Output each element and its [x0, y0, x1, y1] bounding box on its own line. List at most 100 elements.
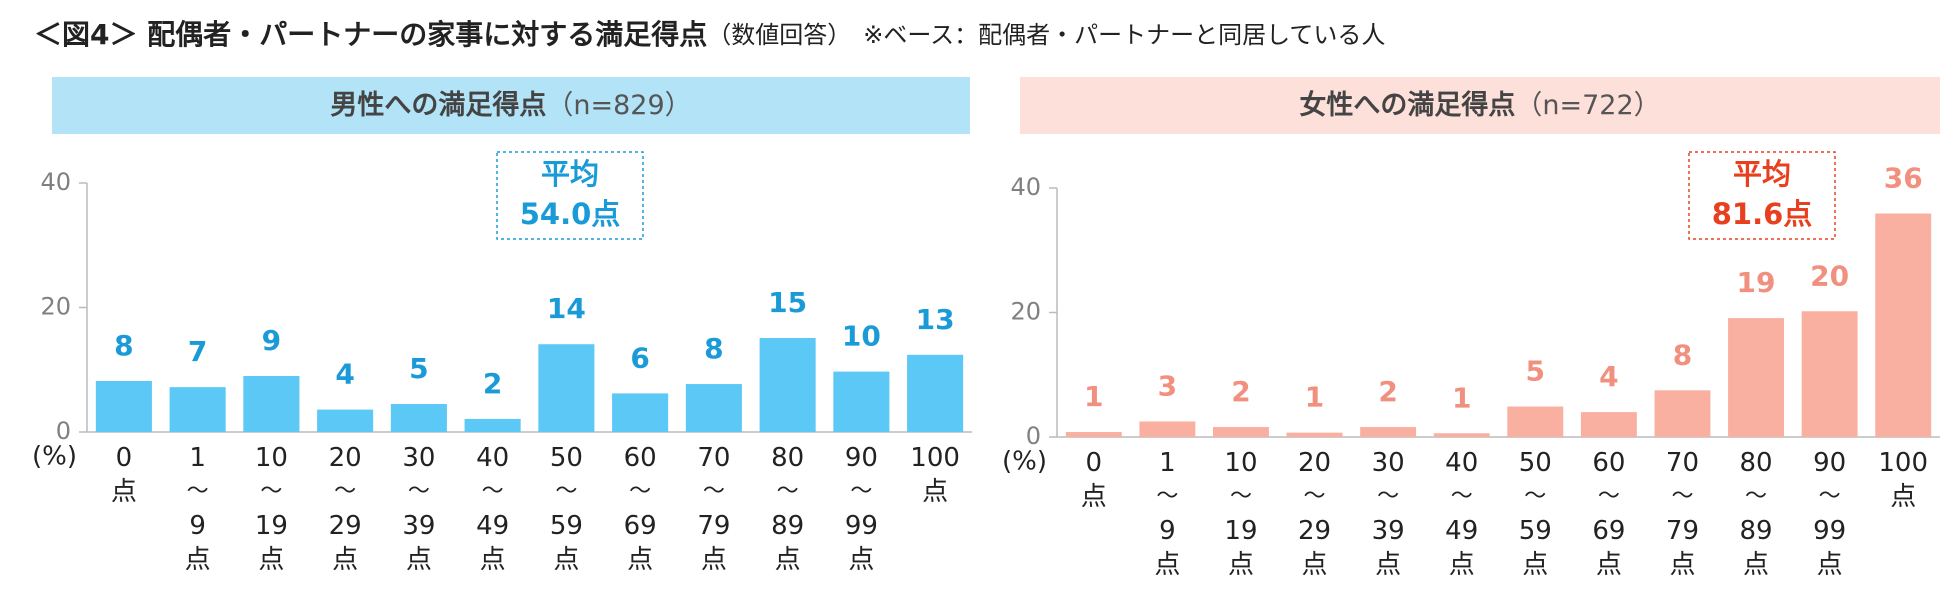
x-tick-label-line: ～ [1745, 484, 1767, 509]
annotation-text: 81.6点 [1712, 197, 1813, 231]
value-label: 19 [1737, 266, 1776, 299]
x-tick-label-line: 59 [550, 511, 583, 541]
value-label: 8 [1673, 338, 1692, 371]
annotation-text: 54.0点 [520, 197, 621, 231]
x-tick-label-line: 99 [845, 511, 878, 541]
x-tick-label-line: 40 [1445, 448, 1478, 478]
x-tick-label-line: 89 [1739, 516, 1772, 546]
x-tick-label-line: 1 [189, 443, 206, 473]
x-tick-label-line: 点 [1375, 550, 1401, 580]
figure-title-main: ＜図4＞ 配偶者・パートナーの家事に対する満足得点 [34, 18, 707, 51]
figure-note: ※ベース：配偶者・パートナーと同居している人 [863, 21, 1385, 49]
bar [1065, 432, 1122, 437]
x-tick-label-line: 59 [1519, 516, 1552, 546]
bar [1139, 421, 1196, 437]
y-unit-label: (%) [1002, 447, 1047, 477]
x-tick-label: 40 ～ 49 点 [476, 443, 509, 575]
bar [1654, 390, 1711, 437]
x-tick-label-line: 80 [771, 443, 804, 473]
x-tick-label-line: ～ [777, 479, 799, 504]
value-label: 5 [409, 352, 428, 385]
x-tick-label-line: 1 [1159, 448, 1176, 478]
x-tick-label: 90 ～ 99 点 [845, 443, 878, 575]
bar [1360, 427, 1417, 437]
x-tick-label-line: ～ [703, 479, 725, 504]
x-tick-label-line: 点 [627, 545, 653, 575]
bar [1507, 406, 1564, 437]
value-label: 10 [842, 320, 881, 353]
x-tick-label-line: 点 [1522, 550, 1548, 580]
y-tick-label: 20 [40, 293, 71, 321]
x-tick-label-line: 100 [910, 443, 960, 473]
x-tick-label-line: 点 [1228, 550, 1254, 580]
bar [907, 354, 964, 432]
x-tick-label-line: 40 [476, 443, 509, 473]
value-label: 5 [1526, 354, 1545, 387]
x-tick-label-line: 点 [1302, 550, 1328, 580]
bar [1433, 433, 1490, 437]
x-tick-label-line: 点 [1890, 482, 1916, 512]
x-tick-label-line: 点 [1817, 550, 1843, 580]
x-tick-label-line: ～ [555, 479, 577, 504]
x-tick-label-line: 100 [1878, 448, 1928, 478]
bar [685, 384, 742, 432]
x-tick-label-line: ～ [1819, 484, 1841, 509]
x-tick-label-line: 90 [1813, 448, 1846, 478]
x-tick-label-line: ～ [1524, 484, 1546, 509]
x-tick-label-line: 29 [329, 511, 362, 541]
value-label: 36 [1884, 162, 1923, 195]
x-tick-label-line: 19 [255, 511, 288, 541]
x-tick-label-line: 点 [111, 477, 137, 507]
panel-header [52, 77, 970, 134]
x-tick-label-line: 点 [922, 477, 948, 507]
x-tick-label-line: 50 [550, 443, 583, 473]
figure-subtitle: （数値回答） [707, 21, 851, 49]
x-tick-label-line: 20 [329, 443, 362, 473]
y-tick-label: 0 [1026, 422, 1041, 450]
bar [317, 409, 374, 432]
value-label: 7 [188, 335, 207, 368]
y-tick-label: 40 [1010, 173, 1041, 201]
x-tick-label-line: 50 [1519, 448, 1552, 478]
y-tick-label: 20 [1010, 298, 1041, 326]
bar [390, 403, 447, 432]
x-tick-label-line: 点 [701, 545, 727, 575]
bar [833, 371, 890, 432]
x-tick-label: 40 ～ 49 点 [1445, 448, 1478, 580]
x-tick-label-line: ～ [1377, 484, 1399, 509]
x-tick-label-line: 79 [1666, 516, 1699, 546]
bar [1212, 427, 1269, 437]
x-tick-label-line: 10 [255, 443, 288, 473]
bar [1875, 213, 1932, 437]
x-tick-label-line: 60 [624, 443, 657, 473]
x-tick-label-line: 99 [1813, 516, 1846, 546]
x-tick-label-line: 点 [185, 545, 211, 575]
value-label: 6 [630, 341, 649, 374]
x-tick-label-line: 0 [1086, 448, 1103, 478]
bar [538, 344, 595, 432]
panel-subtitle: （n=829） [546, 90, 691, 121]
panel-title-main: 女性への満足得点 [1299, 89, 1515, 121]
x-tick-label-line: 9 [1159, 516, 1176, 546]
x-tick-label-line: ～ [1156, 484, 1178, 509]
x-tick-label: 80 ～ 89 点 [771, 443, 804, 575]
bar [1801, 311, 1858, 437]
x-tick-label: 50 ～ 59 点 [550, 443, 583, 575]
x-tick-label-line: ～ [1671, 484, 1693, 509]
x-tick-label: 100 点 [910, 443, 960, 507]
x-tick-label-line: 19 [1224, 516, 1257, 546]
bar [612, 393, 669, 432]
x-tick-label-line: 90 [845, 443, 878, 473]
bar [169, 387, 226, 432]
x-tick-label: 100 点 [1878, 448, 1928, 512]
x-tick-label: 30 ～ 39 点 [1372, 448, 1405, 580]
x-tick-label-line: 10 [1224, 448, 1257, 478]
x-tick-label-line: 30 [1372, 448, 1405, 478]
value-label: 2 [483, 367, 502, 400]
value-label: 9 [262, 324, 281, 357]
figure-title: ＜図4＞ 配偶者・パートナーの家事に対する満足得点（数値回答） ※ベース：配偶者・… [34, 18, 1385, 51]
x-tick-label-line: 点 [1154, 550, 1180, 580]
x-tick-label: 50 ～ 59 点 [1519, 448, 1552, 580]
x-tick-label-line: 29 [1298, 516, 1331, 546]
